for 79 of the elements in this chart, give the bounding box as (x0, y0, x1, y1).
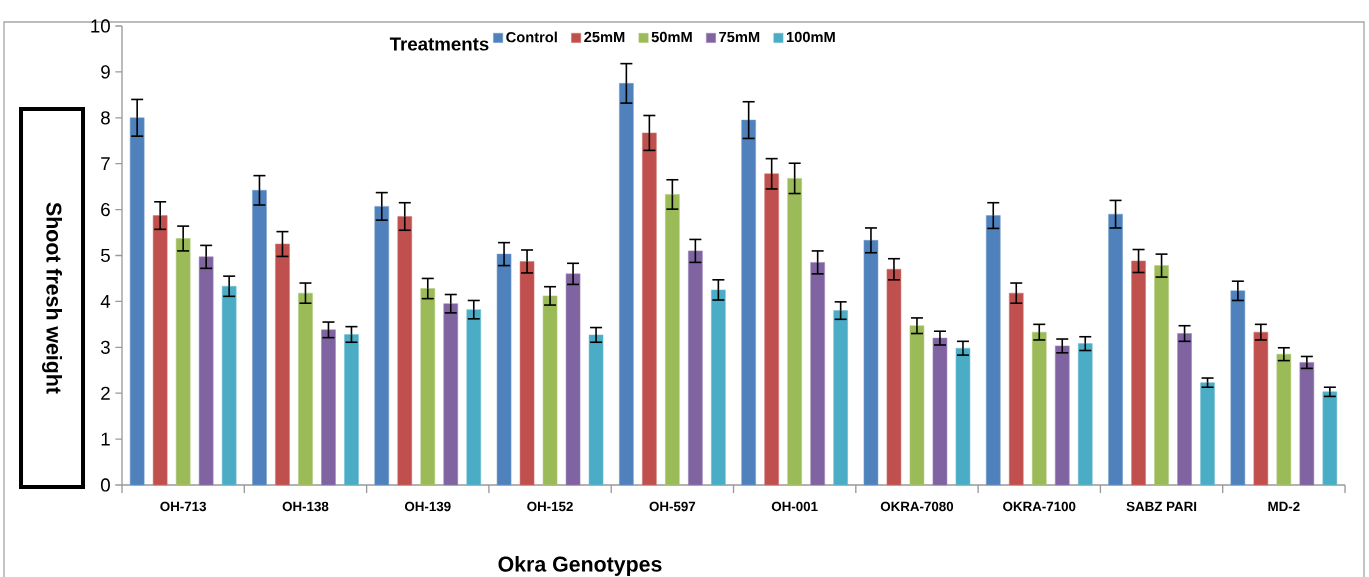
bar (275, 243, 290, 486)
bar (443, 303, 459, 486)
bar (496, 253, 512, 486)
y-tick-label: 7 (101, 157, 110, 171)
bar (833, 310, 848, 486)
bar (711, 289, 726, 486)
x-tick-label: OH-713 (160, 501, 207, 512)
bar (1054, 345, 1070, 486)
legend-label: 25mM (584, 31, 625, 43)
y-tick-label: 3 (100, 340, 110, 354)
bar (1031, 331, 1047, 486)
bar (955, 347, 971, 486)
y-tick-label: 4 (100, 294, 111, 308)
x-tick-label: OH-152 (527, 501, 573, 512)
y-tick-label: 5 (101, 248, 110, 263)
bar (466, 309, 482, 486)
y-axis-title: Shoot fresh weight (42, 202, 62, 394)
bar (519, 261, 535, 486)
bar (588, 334, 604, 486)
bar (886, 269, 902, 486)
y-tick-label: 0 (100, 478, 110, 492)
y-tick-label: 1 (101, 432, 110, 446)
bar (688, 250, 703, 486)
legend-label: 50mM (651, 31, 692, 43)
bar (1077, 343, 1093, 486)
bar (787, 178, 802, 486)
bar (374, 206, 390, 486)
bar (565, 273, 581, 486)
bar (1008, 292, 1024, 486)
y-tick-label: 6 (101, 202, 110, 217)
bar (397, 216, 413, 486)
bar (1154, 265, 1169, 486)
bar (1200, 382, 1215, 486)
legend-label: 75mM (719, 31, 760, 43)
bar (420, 288, 436, 486)
bar (932, 337, 948, 486)
bar (1108, 213, 1123, 486)
bar (298, 292, 313, 486)
bar (321, 329, 336, 486)
x-tick-label: SABZ PARI (1126, 501, 1197, 512)
x-tick-label: MD-2 (1268, 501, 1300, 512)
y-tick-label: 8 (101, 111, 110, 125)
bar (1322, 391, 1338, 486)
bar (764, 173, 779, 486)
x-tick-label: OKRA-7100 (1003, 501, 1076, 512)
legend-title: Treatments (389, 37, 489, 51)
bar (909, 325, 925, 486)
bar (198, 256, 214, 486)
bar (129, 117, 145, 486)
bar (152, 215, 168, 486)
bar (542, 295, 558, 486)
bar (985, 215, 1001, 486)
bar (1253, 331, 1269, 486)
x-tick-label: OKRA-7080 (880, 501, 954, 512)
bar (1276, 353, 1292, 486)
x-tick-label: OH-138 (282, 501, 329, 512)
x-tick-label: OH-597 (649, 501, 696, 512)
y-tick-label: 9 (101, 65, 110, 79)
bar (741, 119, 756, 486)
bar (344, 334, 359, 486)
bar (1230, 290, 1246, 486)
bar (619, 83, 634, 486)
bar (1299, 362, 1315, 486)
bar (642, 132, 657, 486)
legend-label: 100mM (786, 31, 835, 43)
y-tick-label: 10 (91, 19, 110, 33)
legend-label: Control (506, 31, 557, 43)
bar (1131, 260, 1146, 486)
bar (863, 240, 879, 486)
bar (1177, 333, 1192, 486)
bar (810, 262, 825, 486)
bar (221, 285, 237, 486)
x-tick-label: OH-139 (404, 501, 451, 512)
bar (175, 238, 191, 486)
bar (665, 194, 680, 486)
y-tick-label: 2 (101, 386, 110, 400)
x-axis-title: Okra Genotypes (498, 556, 662, 576)
bar (252, 190, 267, 486)
x-tick-label: OH-001 (771, 501, 818, 512)
